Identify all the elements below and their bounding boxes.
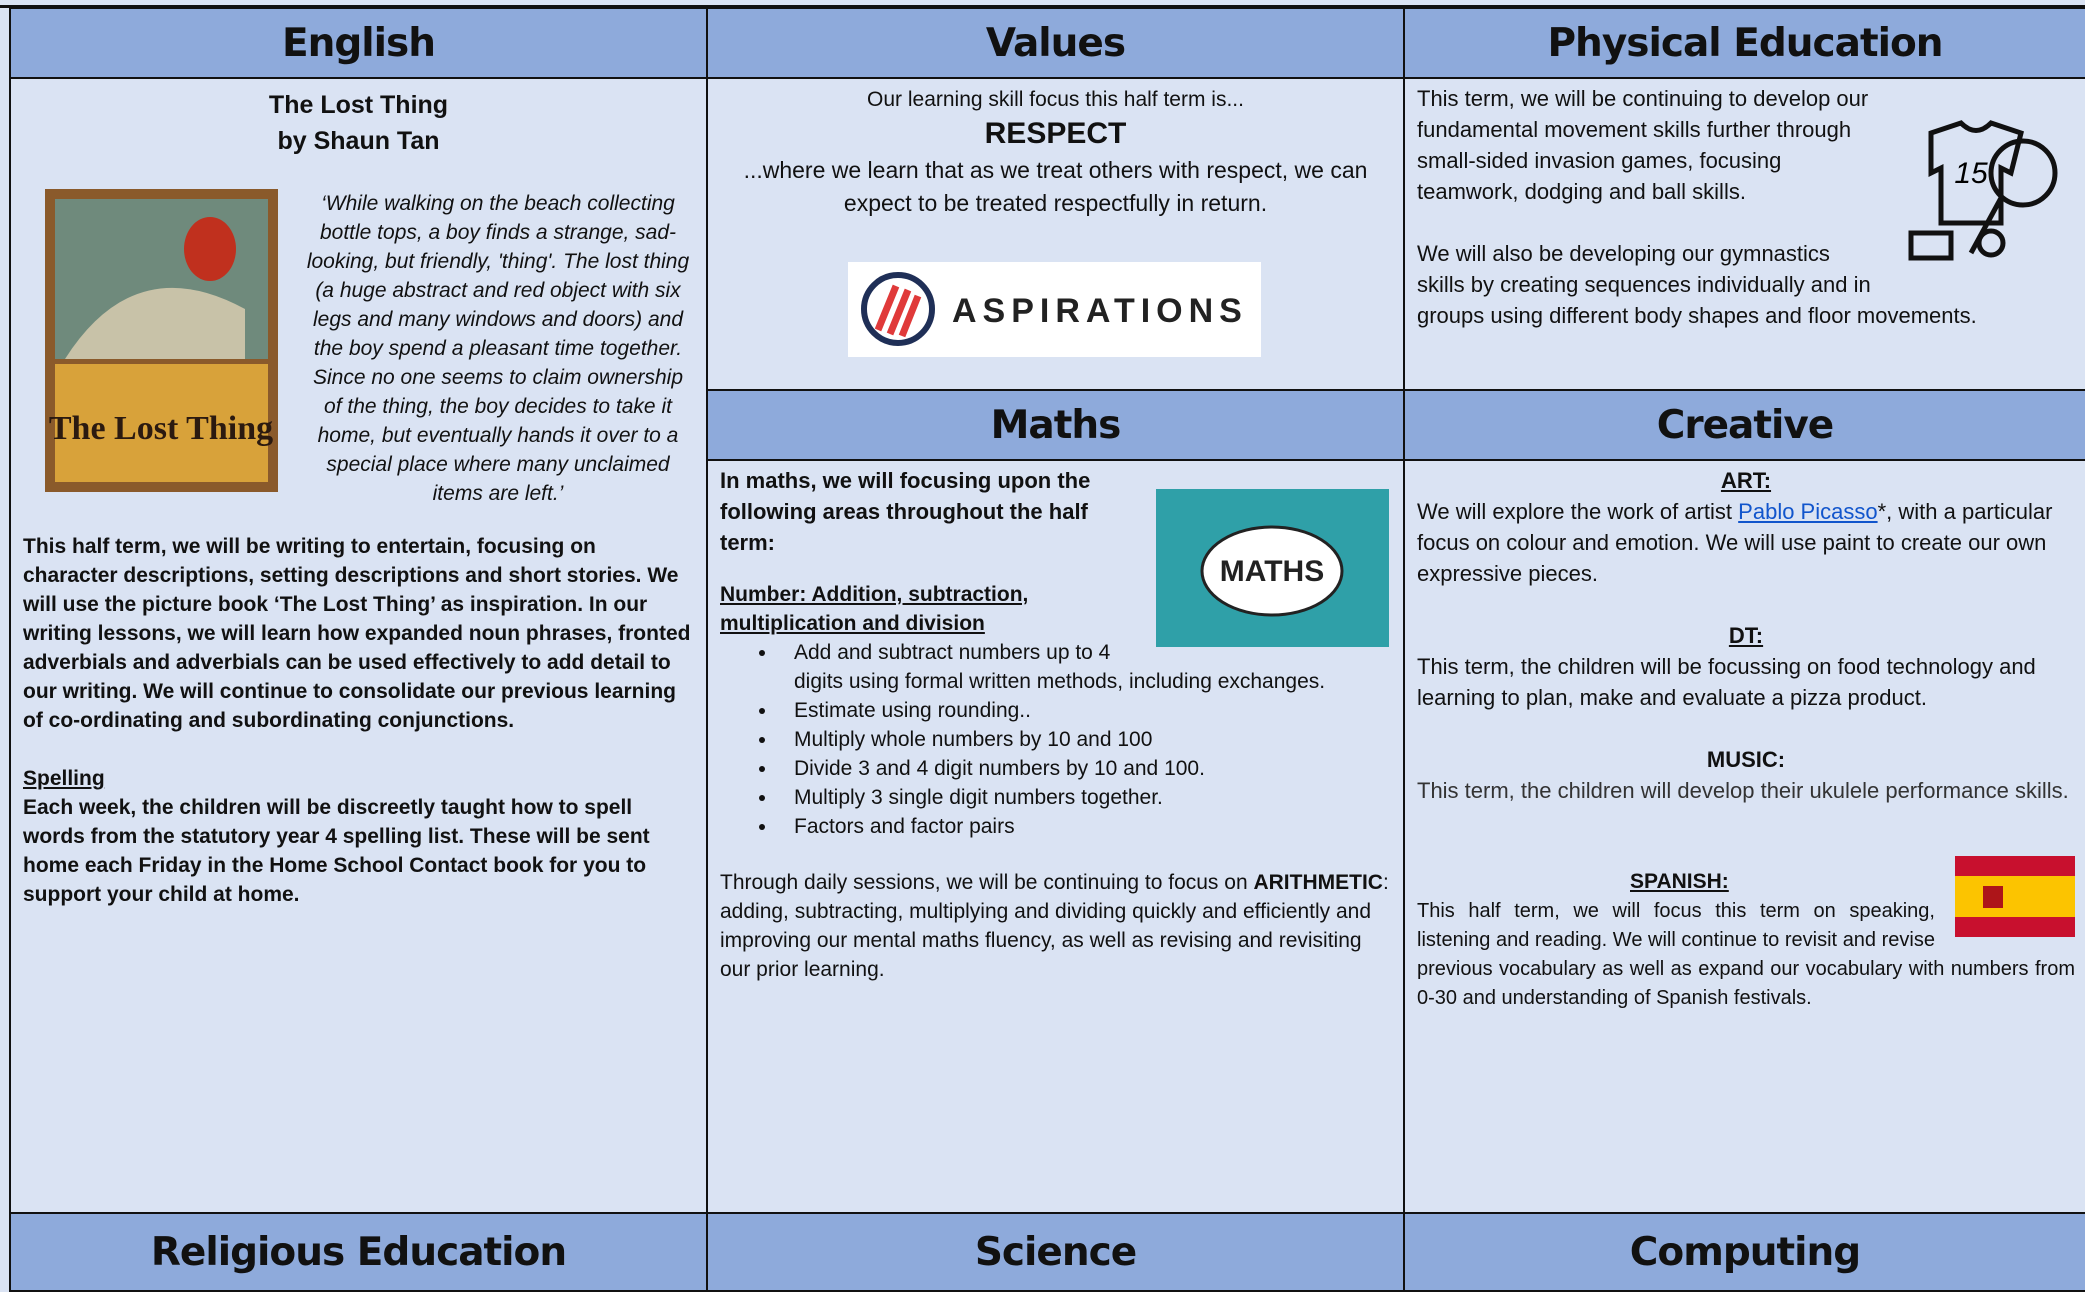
book-author: by Shaun Tan	[277, 127, 440, 155]
maths-image-text: MATHS	[1220, 555, 1324, 588]
closing-bold: ARITHMETIC	[1253, 871, 1383, 894]
cover-lower	[55, 364, 268, 482]
spain-flag	[1955, 856, 2075, 937]
spelling-text: Each week, the children will be discreet…	[23, 796, 650, 906]
icon-handle	[1968, 196, 2004, 255]
header: English	[9, 7, 708, 79]
maths-cell: MATHS In maths, we will focusing upon th…	[706, 459, 1405, 1214]
logo-circle	[861, 272, 935, 346]
maths-bullet: Add and subtract numbers up to 4 digits …	[778, 638, 1391, 696]
icon-racket	[1988, 138, 2058, 208]
closing-text: Through daily sessions, we will be conti…	[720, 871, 1248, 894]
music-heading: MUSIC:	[1706, 747, 1786, 772]
icon-ball	[1976, 228, 2006, 258]
icon-number: 15	[1954, 157, 1988, 190]
art-heading: ART:	[1720, 468, 1772, 493]
art-text-part: *, with a particular focus on colour and…	[1417, 499, 2053, 586]
cover-road	[65, 287, 245, 359]
maths-cloud	[1200, 525, 1344, 617]
music-text: This term, the children will develop the…	[1417, 778, 2069, 803]
book-quote: ‘While walking on the beach collecting b…	[306, 192, 690, 505]
maths-bullet: Multiply whole numbers by 10 and 100	[778, 725, 1391, 754]
maths-bullets: Add and subtract numbers up to 4 digits …	[720, 638, 1391, 841]
values-intro: Our learning skill focus this half term …	[867, 88, 1244, 111]
flag-yellow	[1955, 876, 2075, 917]
logo-text: ASPIRATIONS	[952, 292, 1248, 330]
cover-thing	[184, 217, 236, 281]
cover-text: The Lost Thing	[49, 410, 273, 447]
english-intro: This half term, we will be writing to en…	[23, 535, 691, 732]
values-focus: RESPECT	[984, 117, 1127, 150]
creative-cell: ART: We will explore the work of artist …	[1403, 459, 2085, 1214]
header: Physical Education	[1403, 7, 2085, 79]
spanish-heading: SPANISH:	[1630, 870, 1729, 893]
spelling-heading: Spelling	[23, 767, 105, 790]
spanish-text: This half term, we will focus this term …	[1417, 900, 2075, 1009]
dt-heading: DT:	[1728, 623, 1764, 648]
maths-closing: Through daily sessions, we will be conti…	[720, 868, 1391, 984]
top-border	[0, 0, 2085, 8]
maths-intro: In maths, we will focusing upon the foll…	[720, 468, 1091, 555]
header: Creative	[1403, 389, 2085, 461]
book-title: The Lost Thing	[268, 91, 449, 119]
maths-bullet: Divide 3 and 4 digit numbers by 10 and 1…	[778, 754, 1391, 783]
header: Values	[706, 7, 1405, 79]
maths-bullet: Factors and factor pairs	[778, 812, 1391, 841]
header: Maths	[706, 389, 1405, 461]
maths-topic: Number: Addition, subtraction, multiplic…	[720, 583, 1029, 635]
english-cell: The Lost Thing by Shaun Tan The Lost Thi…	[9, 77, 708, 1214]
icon-trophy	[1908, 230, 1954, 261]
values-cell: Our learning skill focus this half term …	[706, 77, 1405, 391]
values-description: ...where we learn that as we treat other…	[743, 157, 1368, 216]
maths-bullet: Estimate using rounding..	[778, 696, 1391, 725]
logo-stripes	[874, 284, 922, 338]
maths-bullet: Multiply 3 single digit numbers together…	[778, 783, 1391, 812]
book-cover: The Lost Thing	[45, 189, 278, 492]
header: Computing	[1403, 1212, 2085, 1292]
flag-crest	[1983, 886, 2003, 908]
maths-image: MATHS	[1156, 489, 1389, 647]
dt-text: This term, the children will be focussin…	[1417, 654, 2036, 710]
art-text: We will explore the work of artist Pablo…	[1417, 496, 2075, 589]
pe-cell: 15 This term, we will be continuing to d…	[1403, 77, 2085, 391]
pe-icon: 15	[1908, 120, 2058, 261]
pe-paragraph: We will also be developing our gymnastic…	[1417, 241, 1977, 328]
picasso-link[interactable]: Pablo Picasso	[1738, 499, 1878, 524]
art-text-part: We will explore the work of artist	[1417, 499, 1733, 524]
header: Religious Education	[9, 1212, 708, 1292]
header: Science	[706, 1212, 1405, 1292]
icon-shirt	[1928, 120, 2024, 226]
aspirations-logo: ASPIRATIONS	[848, 262, 1261, 357]
closing-text: : adding, subtracting, multiplying and d…	[720, 871, 1389, 981]
pe-paragraph: This term, we will be continuing to deve…	[1417, 86, 1869, 204]
